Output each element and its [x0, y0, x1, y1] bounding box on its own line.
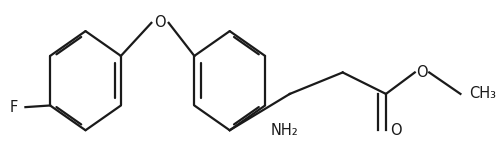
Text: O: O — [416, 65, 428, 80]
Text: O: O — [390, 123, 402, 138]
Text: F: F — [10, 100, 18, 115]
Text: CH₃: CH₃ — [469, 86, 496, 101]
Text: O: O — [154, 15, 166, 30]
Text: NH₂: NH₂ — [271, 123, 299, 138]
